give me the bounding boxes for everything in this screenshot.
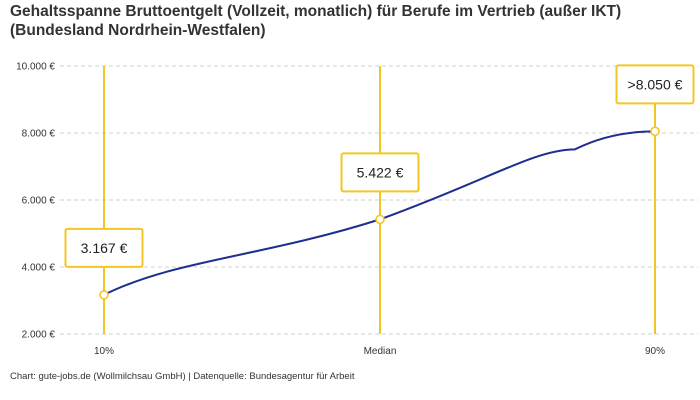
- x-axis-categories: 10% Median 90%: [94, 346, 665, 357]
- y-tick-label: 2.000 €: [22, 330, 56, 341]
- source-footer: Chart: gute-jobs.de (Wollmilchsau GmbH) …: [10, 371, 355, 382]
- value-callout: 5.422 €: [340, 152, 420, 193]
- category-guide-lines: [103, 66, 656, 334]
- y-tick-label: 8.000 €: [22, 129, 56, 140]
- value-label: 3.167 €: [81, 240, 128, 256]
- value-label: 5.422 €: [357, 164, 404, 180]
- x-category-label: Median: [364, 346, 397, 357]
- value-callouts: 3.167 € 5.422 € >8.050 €: [64, 64, 695, 268]
- x-category-label: 10%: [94, 346, 114, 357]
- data-point: [650, 126, 660, 137]
- value-callout: 3.167 €: [64, 227, 144, 268]
- x-category-label: 90%: [645, 346, 665, 357]
- value-label: >8.050 €: [628, 76, 683, 92]
- y-tick-label: 10.000 €: [16, 62, 55, 73]
- series-line: [103, 130, 656, 296]
- y-tick-label: 4.000 €: [22, 263, 56, 274]
- point-markers: [99, 126, 660, 300]
- series-line-layer: [103, 130, 656, 296]
- data-point: [99, 290, 109, 300]
- callout-box: [340, 152, 420, 193]
- callout-box: [615, 64, 695, 105]
- callout-box: [64, 227, 144, 268]
- chart-title: Gehaltsspanne Bruttoentgelt (Vollzeit, m…: [10, 3, 622, 39]
- value-callout: >8.050 €: [615, 64, 695, 105]
- y-tick-label: 6.000 €: [22, 196, 56, 207]
- data-point: [375, 214, 385, 225]
- y-axis-ticks: 2.000 € 4.000 € 6.000 € 8.000 € 10.000 €: [16, 62, 55, 341]
